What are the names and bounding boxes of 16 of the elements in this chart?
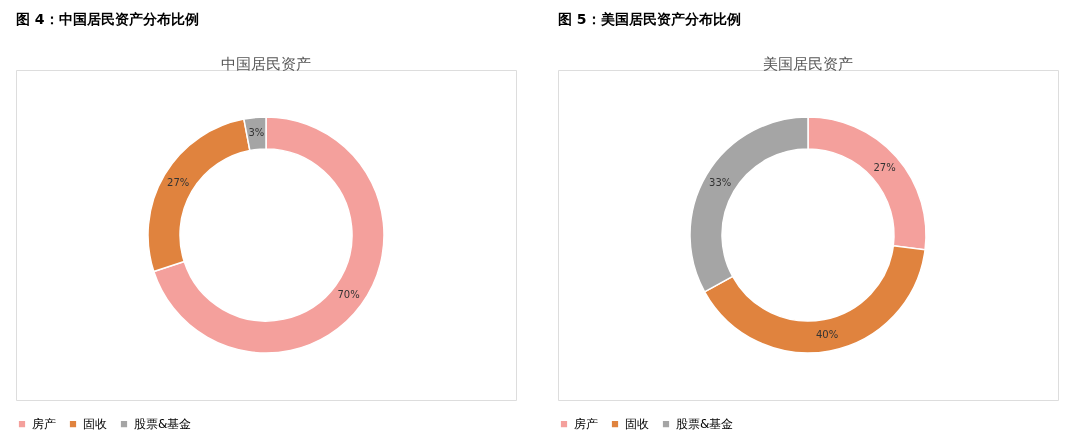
data-label: 27% <box>167 177 190 189</box>
data-label: 3% <box>248 127 265 139</box>
legend-label: 固收 <box>83 417 107 432</box>
legend-label: 股票&基金 <box>134 417 192 432</box>
chart-title: 图 4：中国居民资产分布比例 <box>16 11 199 27</box>
data-label: 40% <box>816 329 839 341</box>
chart-subtitle: 美国居民资产 <box>763 55 853 73</box>
chart-title: 图 5：美国居民资产分布比例 <box>558 11 741 27</box>
data-label: 33% <box>709 177 732 189</box>
data-label: 27% <box>873 161 896 173</box>
legend-label: 固收 <box>625 417 649 432</box>
legend-label: 房产 <box>32 417 56 432</box>
chart-subtitle: 中国居民资产 <box>221 55 311 73</box>
legend-label: 股票&基金 <box>676 417 734 432</box>
data-label: 70% <box>337 288 360 300</box>
legend-label: 房产 <box>574 417 598 432</box>
